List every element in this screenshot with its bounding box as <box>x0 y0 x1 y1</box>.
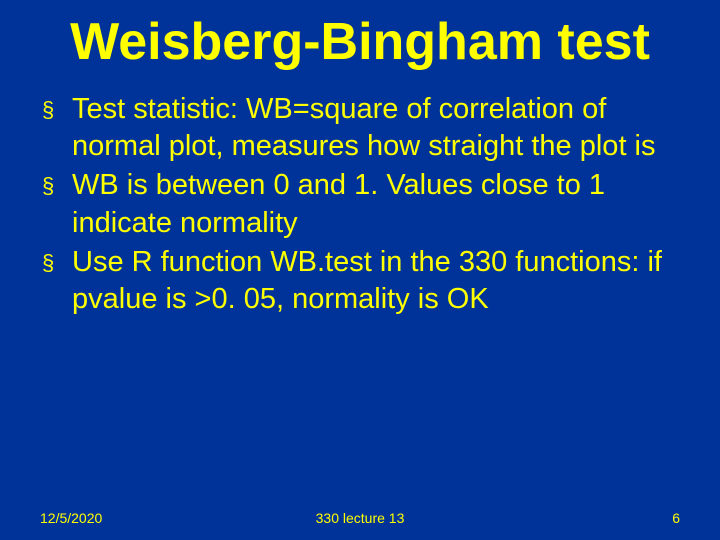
bullet-item: § Test statistic: WB=square of correlati… <box>40 91 680 165</box>
footer-center: 330 lecture 13 <box>253 510 466 526</box>
slide-footer: 12/5/2020 330 lecture 13 6 <box>0 510 720 526</box>
bullet-text: Use R function WB.test in the 330 functi… <box>72 244 680 318</box>
bullet-marker-icon: § <box>40 167 72 205</box>
bullet-item: § WB is between 0 and 1. Values close to… <box>40 167 680 241</box>
bullet-marker-icon: § <box>40 91 72 129</box>
slide-body: § Test statistic: WB=square of correlati… <box>0 81 720 318</box>
bullet-marker-icon: § <box>40 244 72 282</box>
slide: Weisberg-Bingham test § Test statistic: … <box>0 0 720 540</box>
slide-title: Weisberg-Bingham test <box>0 0 720 81</box>
footer-page-number: 6 <box>467 510 680 526</box>
bullet-text: WB is between 0 and 1. Values close to 1… <box>72 167 680 241</box>
bullet-text: Test statistic: WB=square of correlation… <box>72 91 680 165</box>
bullet-item: § Use R function WB.test in the 330 func… <box>40 244 680 318</box>
footer-date: 12/5/2020 <box>40 510 253 526</box>
